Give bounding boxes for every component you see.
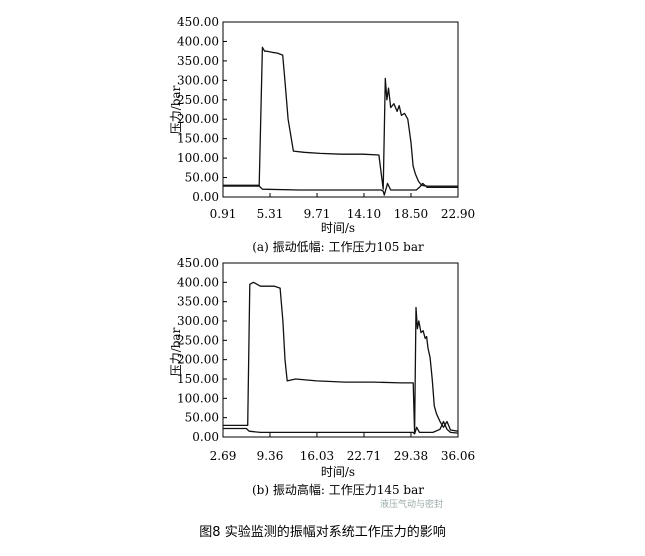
- chart-a-xtick-label: 9.71: [304, 207, 331, 221]
- chart-b-ylabel: 压力/bar: [169, 327, 183, 376]
- figure-caption: 图8 实验监测的振幅对系统工作压力的影响: [199, 525, 446, 540]
- chart-b-series-line-1: [223, 281, 459, 434]
- chart-a-series-line-2: [223, 182, 458, 196]
- chart-b-ytick-label: 250.00: [177, 333, 219, 347]
- chart-b-caption: (b) 振动高幅: 工作压力145 bar: [252, 482, 424, 497]
- chart-b-plot-frame: [222, 262, 459, 438]
- chart-b-xtick-label: 22.71: [347, 449, 381, 463]
- chart-b-xtick-label: 16.03: [300, 449, 334, 463]
- chart-b-ytick-label: 0.00: [192, 430, 219, 444]
- chart-a-ytick-label: 400.00: [177, 34, 219, 48]
- chart-b-ytick-label: 400.00: [177, 275, 219, 289]
- chart-a-xtick-label: 0.91: [210, 207, 237, 221]
- chart-b-ytick-label: 350.00: [177, 295, 219, 309]
- chart-a-ytick-label: 250.00: [177, 93, 219, 107]
- chart-a-ytick-label: 100.00: [177, 151, 219, 165]
- chart-b-ytick-label: 100.00: [177, 391, 219, 405]
- chart-b-ytick-label: 150.00: [177, 372, 219, 386]
- chart-b: 压力/bar 时间/s (b) 振动高幅: 工作压力145 bar 0.00 50…: [169, 256, 475, 497]
- chart-a-xtick-label: 22.90: [441, 207, 475, 221]
- chart-a-xlabel: 时间/s: [321, 221, 355, 235]
- chart-a-xtick-label: 14.10: [347, 207, 381, 221]
- chart-a-ytick-label: 350.00: [177, 54, 219, 68]
- chart-a-xtick-label: 18.50: [394, 207, 428, 221]
- chart-a-xtick-label: 5.31: [257, 207, 284, 221]
- chart-a-ytick-label: 0.00: [192, 190, 219, 204]
- chart-a-ytick-label: 450.00: [177, 15, 219, 29]
- chart-a-caption: (a) 振动低幅: 工作压力105 bar: [252, 239, 424, 254]
- chart-a: 压力/bar 时间/s (a) 振动低幅: 工作压力105 bar 0.00 50…: [169, 15, 475, 254]
- chart-b-xtick-label: 29.38: [394, 449, 428, 463]
- chart-b-series-line-2: [223, 420, 459, 435]
- chart-b-ytick-label: 200.00: [177, 353, 219, 367]
- chart-a-ytick-label: 300.00: [177, 73, 219, 87]
- chart-b-xtick-label: 36.06: [441, 449, 475, 463]
- chart-b-xlabel: 时间/s: [321, 465, 355, 479]
- chart-b-ytick-label: 50.00: [185, 411, 219, 425]
- chart-a-ytick-label: 200.00: [177, 112, 219, 126]
- chart-b-ytick-label: 450.00: [177, 256, 219, 270]
- chart-a-series-line-1: [223, 46, 458, 190]
- chart-b-ytick-label: 300.00: [177, 314, 219, 328]
- chart-a-ytick-label: 150.00: [177, 132, 219, 146]
- chart-a-ytick-label: 50.00: [185, 171, 219, 185]
- chart-b-xtick-label: 9.36: [257, 449, 284, 463]
- chart-a-ylabel: 压力/bar: [169, 85, 183, 134]
- watermark-text: 液压气动与密封: [380, 500, 444, 510]
- chart-a-plot-frame: [222, 21, 459, 198]
- chart-b-xtick-label: 2.69: [210, 449, 237, 463]
